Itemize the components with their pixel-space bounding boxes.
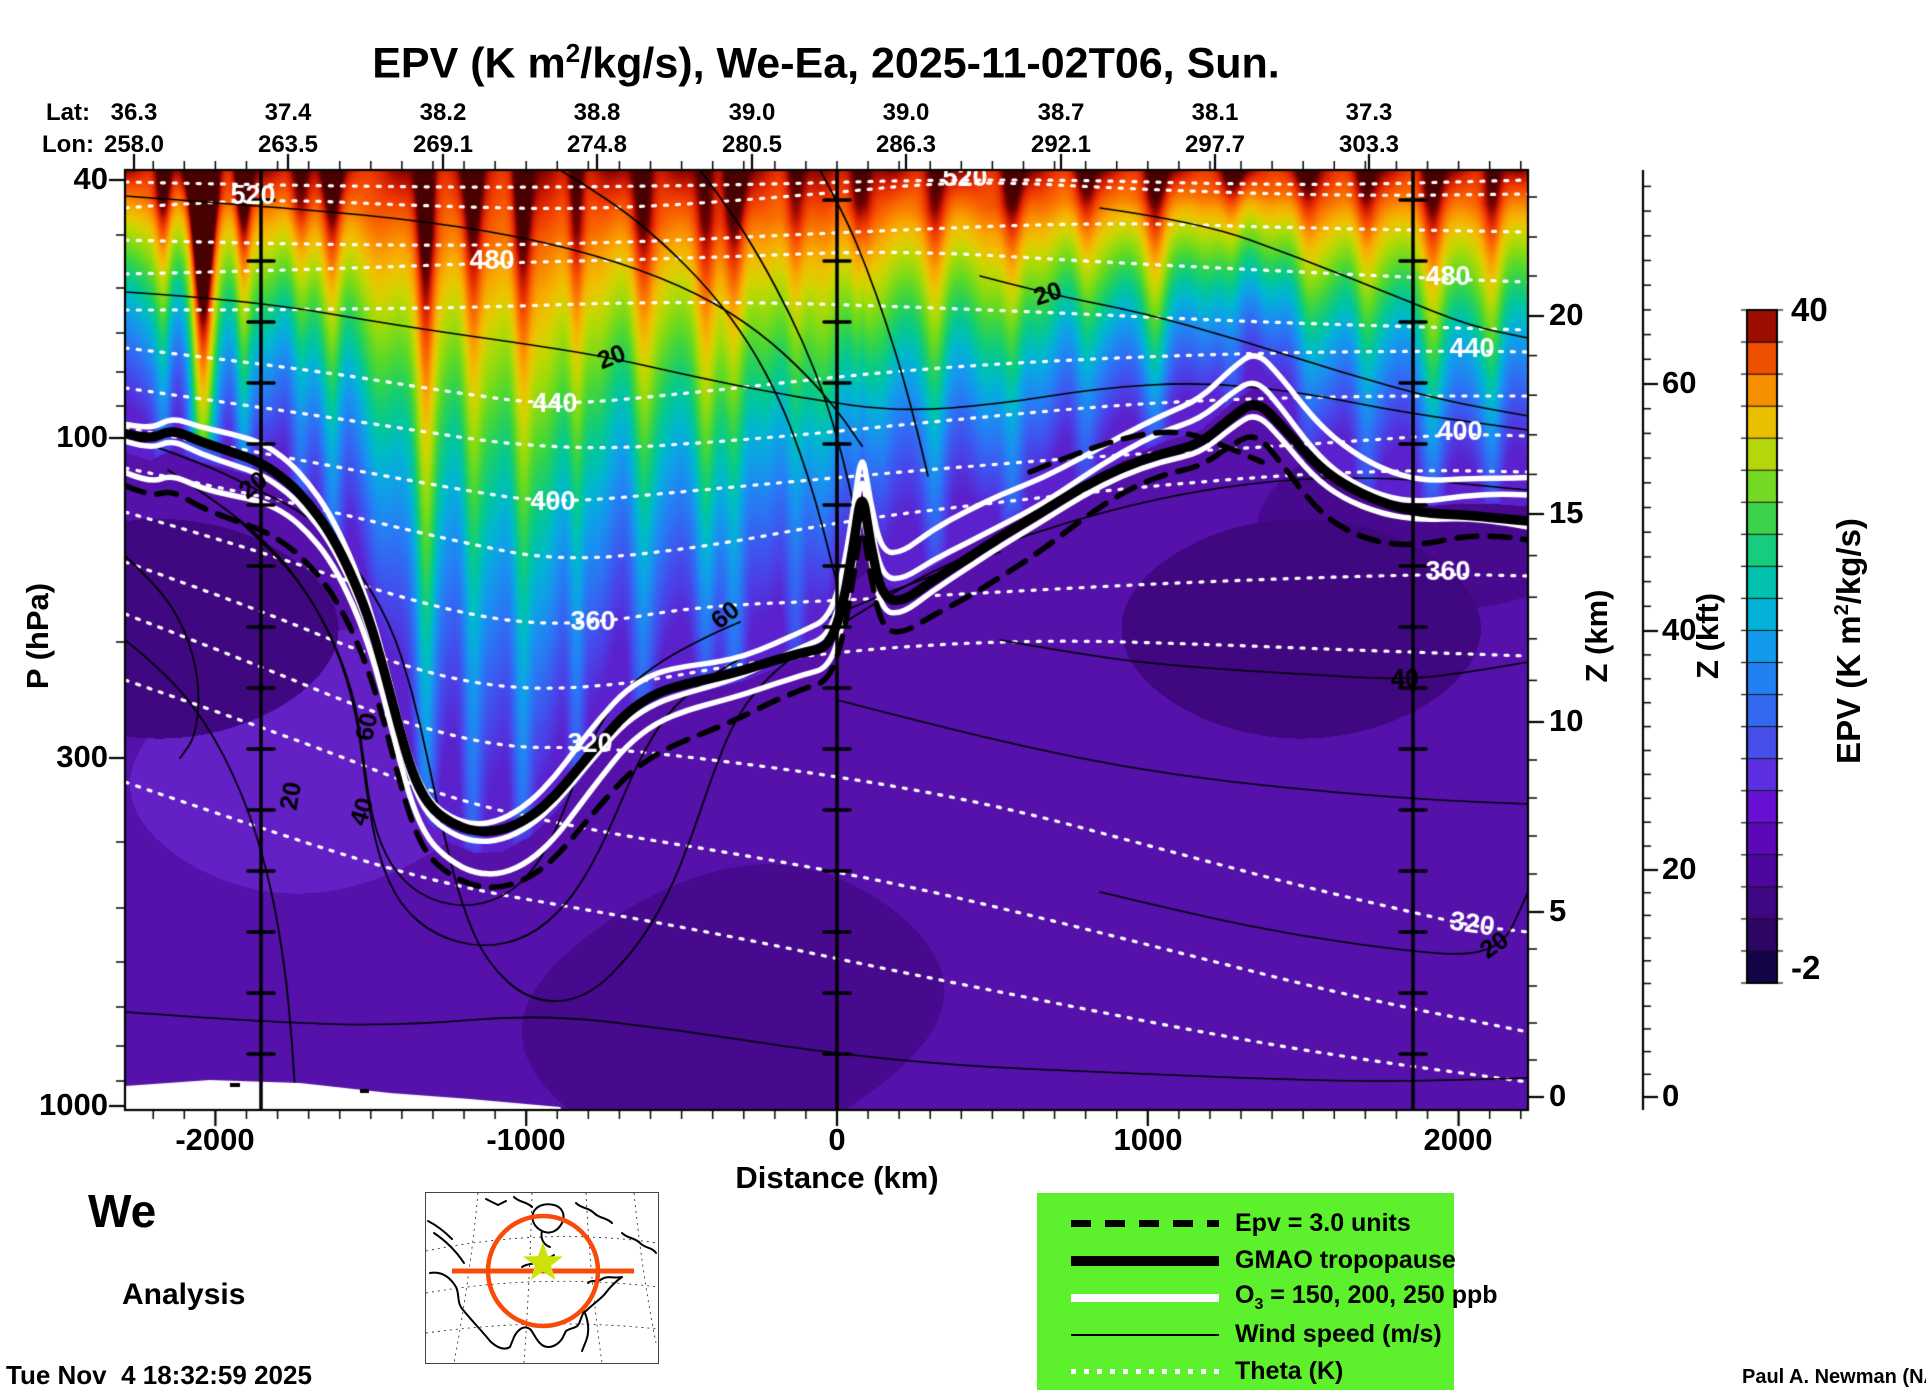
zkm-tick-label: 5 — [1549, 893, 1567, 928]
legend-item-label: Wind speed (m/s) — [1235, 1320, 1442, 1348]
center-star-icon — [523, 1242, 563, 1280]
pressure-tick-label: 100 — [56, 419, 108, 454]
legend-item-tropopause: GMAO tropopause — [1037, 1242, 1456, 1279]
lon-value: 292.1 — [1030, 131, 1092, 158]
lon-value: 303.3 — [1338, 131, 1400, 158]
zkft-tick-label: 60 — [1662, 365, 1697, 400]
colorbar-min-label: -2 — [1791, 949, 1821, 986]
ozone-symbol: O — [1235, 1281, 1255, 1309]
legend-box: Epv = 3.0 units GMAO tropopause O3 = 150… — [1037, 1193, 1498, 1390]
distance-tick-label: 0 — [828, 1122, 846, 1157]
lon-value: 263.5 — [257, 131, 319, 158]
colorbar-title: EPV (K m2/kg/s) — [1830, 491, 1868, 791]
distance-tick-label: -1000 — [486, 1122, 566, 1157]
lon-value: 258.0 — [103, 131, 165, 158]
thick-black-line-swatch — [1071, 1255, 1219, 1266]
zkm-tick-label: 0 — [1549, 1078, 1567, 1113]
pressure-tick-label: 40 — [73, 161, 108, 196]
lat-value: 38.1 — [1191, 99, 1239, 126]
legend-item-wind: Wind speed (m/s) — [1037, 1316, 1454, 1353]
distance-tick-label: -2000 — [175, 1122, 255, 1157]
lon-value: 297.7 — [1184, 131, 1246, 158]
zkft-tick-label: 20 — [1662, 851, 1697, 886]
dashed-line-swatch — [1071, 1220, 1219, 1227]
legend-item-theta: Theta (K) — [1037, 1353, 1454, 1390]
analysis-label: Analysis — [122, 1278, 246, 1311]
legend-item-label: Theta (K) — [1235, 1357, 1344, 1385]
map-inset — [425, 1192, 659, 1364]
legend-item-label: O3 = 150, 200, 250 ppb — [1235, 1281, 1498, 1314]
west-endpoint-label: We — [88, 1185, 157, 1237]
graticule-lines — [426, 1193, 658, 1363]
zkm-tick-label: 10 — [1549, 703, 1584, 738]
title-superscript: 2 — [565, 38, 581, 68]
thick-white-line-swatch — [1071, 1293, 1219, 1302]
ozone-values: = 150, 200, 250 ppb — [1263, 1281, 1498, 1309]
zkft-tick-label: 0 — [1662, 1078, 1680, 1113]
colorbar-title-text: EPV (K m — [1830, 615, 1867, 764]
distance-axis-title: Distance (km) — [735, 1160, 939, 1195]
credit: Paul A. Newman (NASA — [1742, 1366, 1926, 1388]
lat-value: 38.2 — [419, 99, 467, 126]
title-text-2: /kg/s), We-Ea, 2025-11-02T06, Sun. — [580, 39, 1280, 88]
legend-item-label: Epv = 3.0 units — [1235, 1209, 1411, 1237]
zkm-tick-label: 20 — [1549, 297, 1584, 332]
dotted-white-line-swatch — [1071, 1369, 1219, 1374]
lat-value: 38.7 — [1037, 99, 1085, 126]
distance-tick-label: 2000 — [1423, 1122, 1493, 1157]
pressure-tick-label: 1000 — [39, 1087, 108, 1122]
colorbar-title-text-2: /kg/s) — [1830, 518, 1867, 605]
timestamp: Tue Nov 4 18:32:59 2025 — [6, 1360, 312, 1390]
legend-item-epv: Epv = 3.0 units — [1037, 1205, 1454, 1242]
legend-item-label: GMAO tropopause — [1235, 1246, 1456, 1274]
zkft-tick-label: 40 — [1662, 612, 1697, 647]
legend-item-ozone: O3 = 150, 200, 250 ppb — [1037, 1279, 1498, 1316]
zkm-tick-label: 15 — [1549, 495, 1584, 530]
lon-value: 274.8 — [566, 131, 628, 158]
lat-value: 39.0 — [728, 99, 776, 126]
lat-value: 39.0 — [882, 99, 930, 126]
colorbar-title-superscript: 2 — [1831, 604, 1853, 616]
lon-value: 286.3 — [875, 131, 937, 158]
lon-value: 280.5 — [721, 131, 783, 158]
lat-value: 38.8 — [573, 99, 621, 126]
pressure-tick-label: 300 — [56, 739, 108, 774]
region-circle — [485, 1213, 601, 1329]
lon-header: Lon: — [42, 131, 94, 158]
lat-value: 37.3 — [1345, 99, 1393, 126]
ozone-subscript: 3 — [1254, 1296, 1264, 1313]
colorbar-max-label: 40 — [1791, 291, 1828, 328]
zkm-axis-title: Z (km) — [1579, 589, 1614, 683]
lon-value: 269.1 — [412, 131, 474, 158]
lat-header: Lat: — [46, 99, 90, 126]
lat-value: 36.3 — [110, 99, 158, 126]
lat-value: 37.4 — [264, 99, 312, 126]
thin-black-line-swatch — [1071, 1333, 1219, 1336]
title-text: EPV (K m — [372, 39, 566, 88]
distance-tick-label: 1000 — [1113, 1122, 1183, 1157]
page-title: EPV (K m2/kg/s), We-Ea, 2025-11-02T06, S… — [126, 38, 1526, 88]
